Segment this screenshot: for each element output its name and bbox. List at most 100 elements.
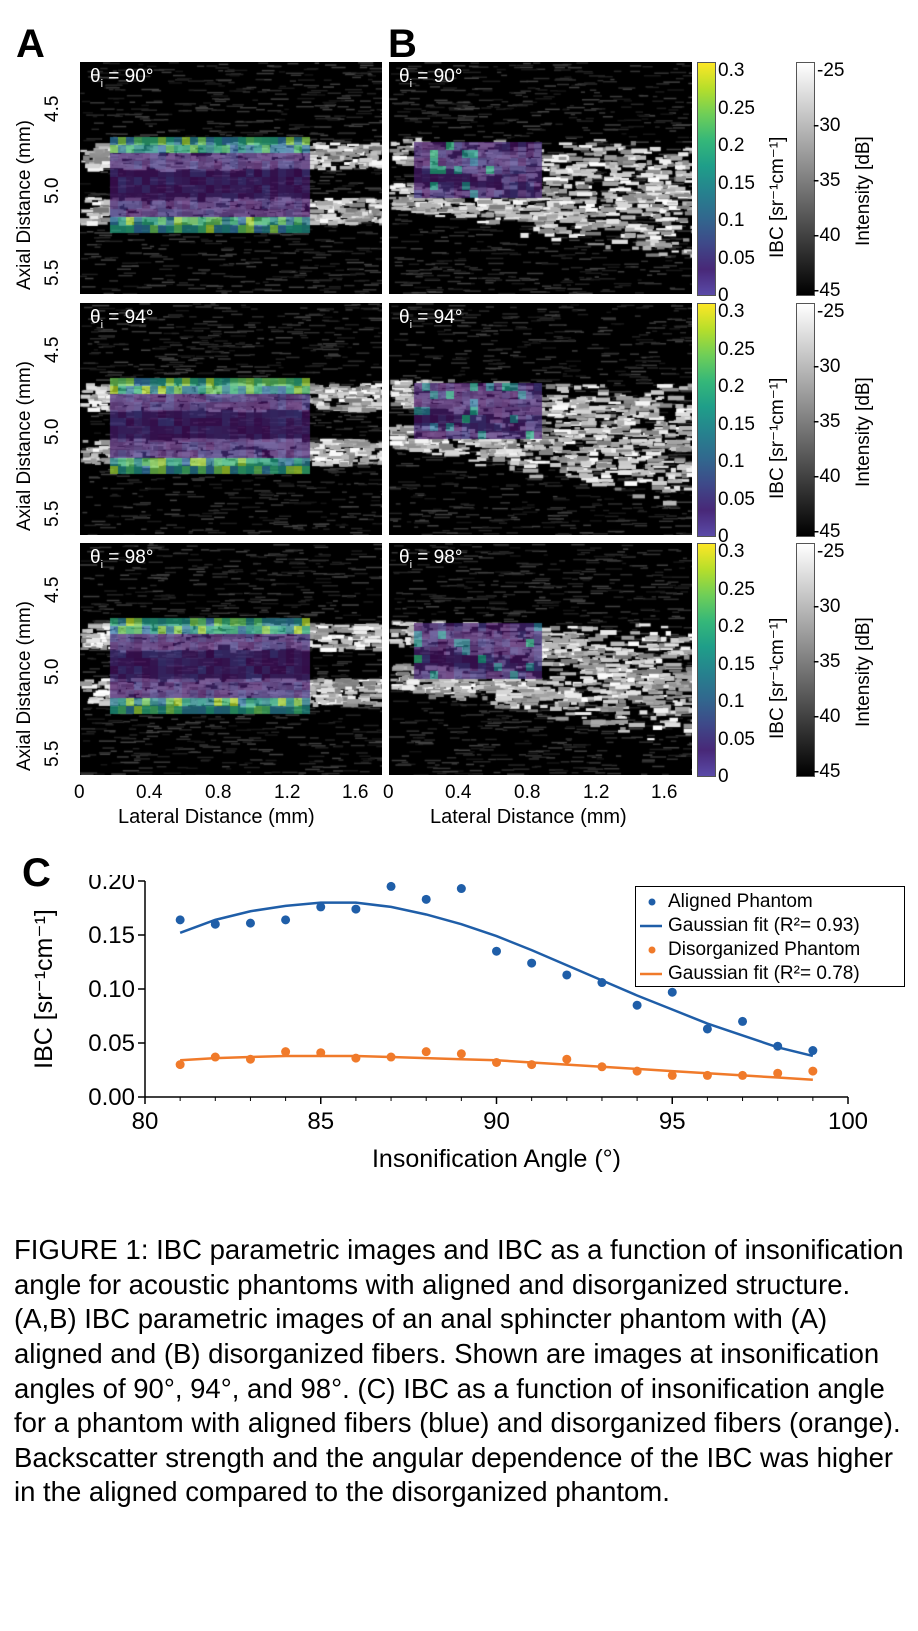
fit-line-series-1 (179, 901, 814, 1058)
ibc-tick-label: 0.15 (718, 172, 755, 194)
theta-value: = 94° (412, 307, 463, 328)
legend-marker-disorganized (648, 946, 656, 954)
x-tick-label-b: 0.8 (514, 782, 541, 803)
x-tick-label-a: 1.2 (274, 782, 301, 803)
data-point-series-2 (316, 1048, 326, 1058)
intensity-colorbar (796, 303, 815, 537)
theta-symbol: θ (90, 66, 101, 87)
y-tick-label: 5.5 (42, 500, 63, 527)
x-tick-label: 90 (483, 1108, 510, 1135)
intensity-tick-label: -40 (813, 466, 841, 487)
theta-symbol: θ (399, 66, 410, 87)
legend-item-aligned: Aligned Phantom (636, 890, 904, 914)
ibc-tick-label: 0.1 (718, 691, 745, 712)
insonification-angle-label: θi = 94° (90, 307, 153, 331)
ibc-tick-label: 0.05 (718, 247, 755, 269)
intensity-tick-label: -25 (817, 541, 845, 562)
ibc-colorbar-title: IBC [sr⁻¹cm⁻¹] (767, 136, 788, 258)
data-point-series-0 (527, 958, 537, 968)
x-tick-label-b: 1.2 (583, 782, 610, 803)
data-point-series-0 (632, 1000, 642, 1010)
intensity-tick-label: -25 (817, 60, 845, 81)
legend-item-disorganized-fit: Gaussian fit (R²= 0.78) (636, 962, 904, 986)
figure-caption: FIGURE 1: IBC parametric images and IBC … (14, 1234, 904, 1508)
data-point-series-0 (702, 1024, 712, 1034)
y-tick-label: 4.5 (42, 95, 63, 122)
y-tick-label: 4.5 (42, 576, 63, 603)
y-tick-label: 0.10 (88, 976, 135, 1003)
legend-label-aligned-fit: Gaussian fit (R²= 0.93) (668, 915, 860, 936)
y-axis-label-row-1: Axial Distance (mm) (14, 120, 35, 290)
intensity-colorbar-title: Intensity [dB] (853, 377, 874, 487)
y-tick-label: 0.05 (88, 1030, 135, 1057)
theta-symbol: θ (90, 547, 101, 568)
ibc-tick-label: 0.15 (718, 413, 755, 435)
ibc-tick-label: 0.3 (718, 60, 745, 81)
ibc-tick-label: 0 (718, 526, 729, 547)
ibc-colorbar-title: IBC [sr⁻¹cm⁻¹] (767, 617, 788, 739)
theta-value: = 94° (103, 307, 154, 328)
ultrasound-image-b-2: θi = 94° (389, 303, 692, 535)
ibc-tick-label: 0.1 (718, 210, 745, 231)
x-tick-label: 95 (659, 1108, 686, 1135)
ibc-tick-label: 0.25 (718, 578, 755, 600)
panel-letter-b: B (388, 22, 417, 66)
intensity-tick-label: -35 (813, 411, 841, 432)
data-point-series-2 (667, 1070, 677, 1080)
theta-value: = 98° (412, 547, 463, 568)
intensity-tick-label: -45 (813, 521, 841, 542)
insonification-angle-label: θi = 98° (90, 547, 153, 571)
data-point-series-2 (562, 1054, 572, 1064)
y-tick-label: 0.00 (88, 1084, 135, 1111)
intensity-tick-label: -35 (813, 651, 841, 672)
y-tick-label: 5.5 (42, 740, 63, 767)
intensity-colorbar-title: Intensity [dB] (853, 617, 874, 727)
data-point-series-2 (421, 1047, 431, 1057)
ibc-tick-label: 0.3 (718, 541, 745, 562)
ibc-colorbar-title: IBC [sr⁻¹cm⁻¹] (767, 377, 788, 499)
intensity-colorbar (796, 62, 815, 296)
data-point-series-0 (667, 987, 677, 997)
data-point-series-0 (738, 1016, 748, 1026)
ibc-tick-label: 0.1 (718, 451, 745, 472)
ultrasound-image-a-2: θi = 94° (80, 303, 382, 535)
data-point-series-2 (351, 1053, 361, 1063)
intensity-tick-label: -45 (813, 761, 841, 782)
y-tick-label: 0.20 (88, 875, 135, 895)
theta-value: = 90° (412, 66, 463, 87)
y-tick-label: 4.5 (42, 336, 63, 363)
intensity-tick-label: -35 (813, 170, 841, 191)
ibc-tick-label: 0.2 (718, 616, 745, 637)
data-point-series-0 (456, 884, 466, 894)
y-tick-label: 5.5 (42, 259, 63, 286)
theta-symbol: θ (399, 547, 410, 568)
x-tick-label: 100 (828, 1108, 868, 1135)
legend-line-disorganized-fit (640, 972, 662, 976)
data-point-series-2 (808, 1066, 818, 1076)
data-point-series-0 (421, 894, 431, 904)
insonification-angle-label: θi = 90° (90, 66, 153, 90)
data-point-series-2 (245, 1054, 255, 1064)
theta-symbol: θ (399, 307, 410, 328)
x-tick-label-b: 0 (383, 782, 394, 803)
data-point-series-0 (245, 918, 255, 928)
theta-value: = 98° (103, 547, 154, 568)
theta-symbol: θ (90, 307, 101, 328)
intensity-tick-label: -30 (813, 356, 841, 377)
intensity-colorbar-title: Intensity [dB] (853, 136, 874, 246)
data-point-series-2 (773, 1068, 783, 1078)
data-point-series-0 (210, 919, 220, 929)
legend-item-aligned-fit: Gaussian fit (R²= 0.93) (636, 914, 904, 938)
x-tick-label-a: 0.8 (205, 782, 232, 803)
legend-label-aligned: Aligned Phantom (668, 891, 813, 912)
data-point-series-2 (632, 1066, 642, 1076)
ibc-tick-label: 0.2 (718, 135, 745, 156)
x-tick-label-b: 0.4 (445, 782, 472, 803)
ibc-colorbar (697, 543, 716, 777)
insonification-angle-label: θi = 90° (399, 66, 462, 90)
theta-value: = 90° (103, 66, 154, 87)
theta-subscript: i (100, 77, 104, 90)
ibc-colorbar (697, 62, 716, 296)
ibc-angle-chart: 80 85 90 95 100 0.00 0.05 0.10 0.15 0.20 Insonific… (30, 875, 868, 1173)
legend-line-aligned-fit (640, 924, 662, 928)
